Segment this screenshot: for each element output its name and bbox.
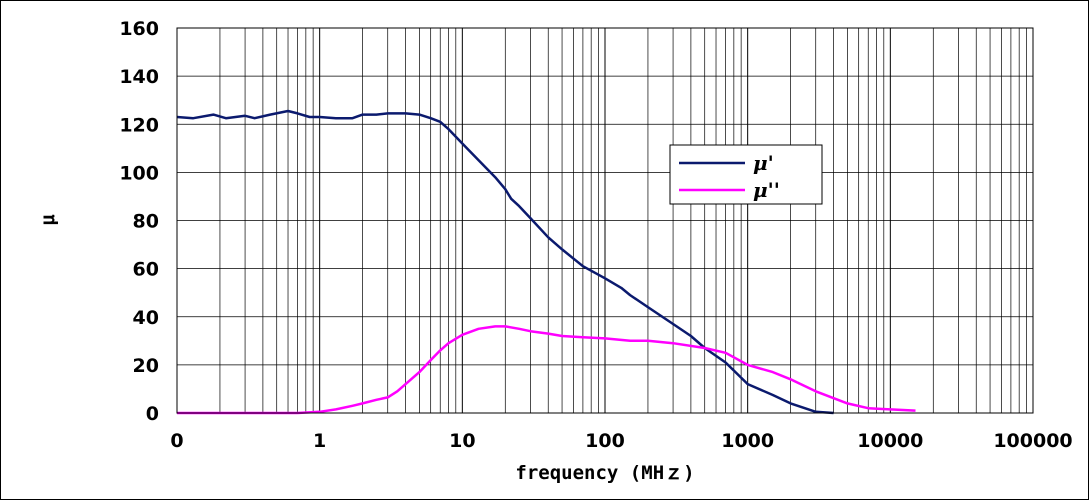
- x-tick-label: 1: [313, 430, 326, 452]
- x-tick-label: 0: [170, 430, 183, 452]
- plot-border: [176, 27, 1034, 414]
- grid: [176, 27, 1033, 414]
- x-tick-label: 10000: [857, 430, 923, 452]
- y-axis-title: μ: [37, 214, 59, 226]
- x-tick-label: 100: [585, 430, 625, 452]
- x-axis-title: frequency (MHｚ): [515, 462, 694, 484]
- series-layer: [176, 109, 916, 415]
- y-tick-label: 100: [119, 162, 159, 184]
- legend: μ' μ'': [669, 144, 823, 205]
- legend-box: [669, 144, 823, 205]
- legend-label-mu-double-prime: μ'': [753, 178, 780, 202]
- x-tick-label: 1000: [721, 430, 774, 452]
- y-tick-label: 120: [119, 114, 159, 136]
- y-tick-label: 160: [119, 18, 159, 40]
- y-tick-label: 80: [133, 211, 159, 233]
- x-tick-label: 10: [449, 430, 475, 452]
- series-line-mu-prime: [176, 109, 834, 415]
- y-tick-label: 20: [133, 355, 159, 377]
- y-tick-label: 60: [133, 259, 159, 281]
- x-tick-label: 100000: [993, 430, 1072, 452]
- tick-labels: 0 1 10 100 1000 10000 100000 0 20 40 60 80 100 120 140…: [119, 18, 1072, 452]
- legend-label-mu-prime: μ': [753, 151, 774, 175]
- y-tick-label: 40: [133, 307, 159, 329]
- y-tick-label: 140: [119, 66, 159, 88]
- y-tick-label: 0: [146, 403, 159, 425]
- series-line-mu-double-prime: [177, 325, 916, 415]
